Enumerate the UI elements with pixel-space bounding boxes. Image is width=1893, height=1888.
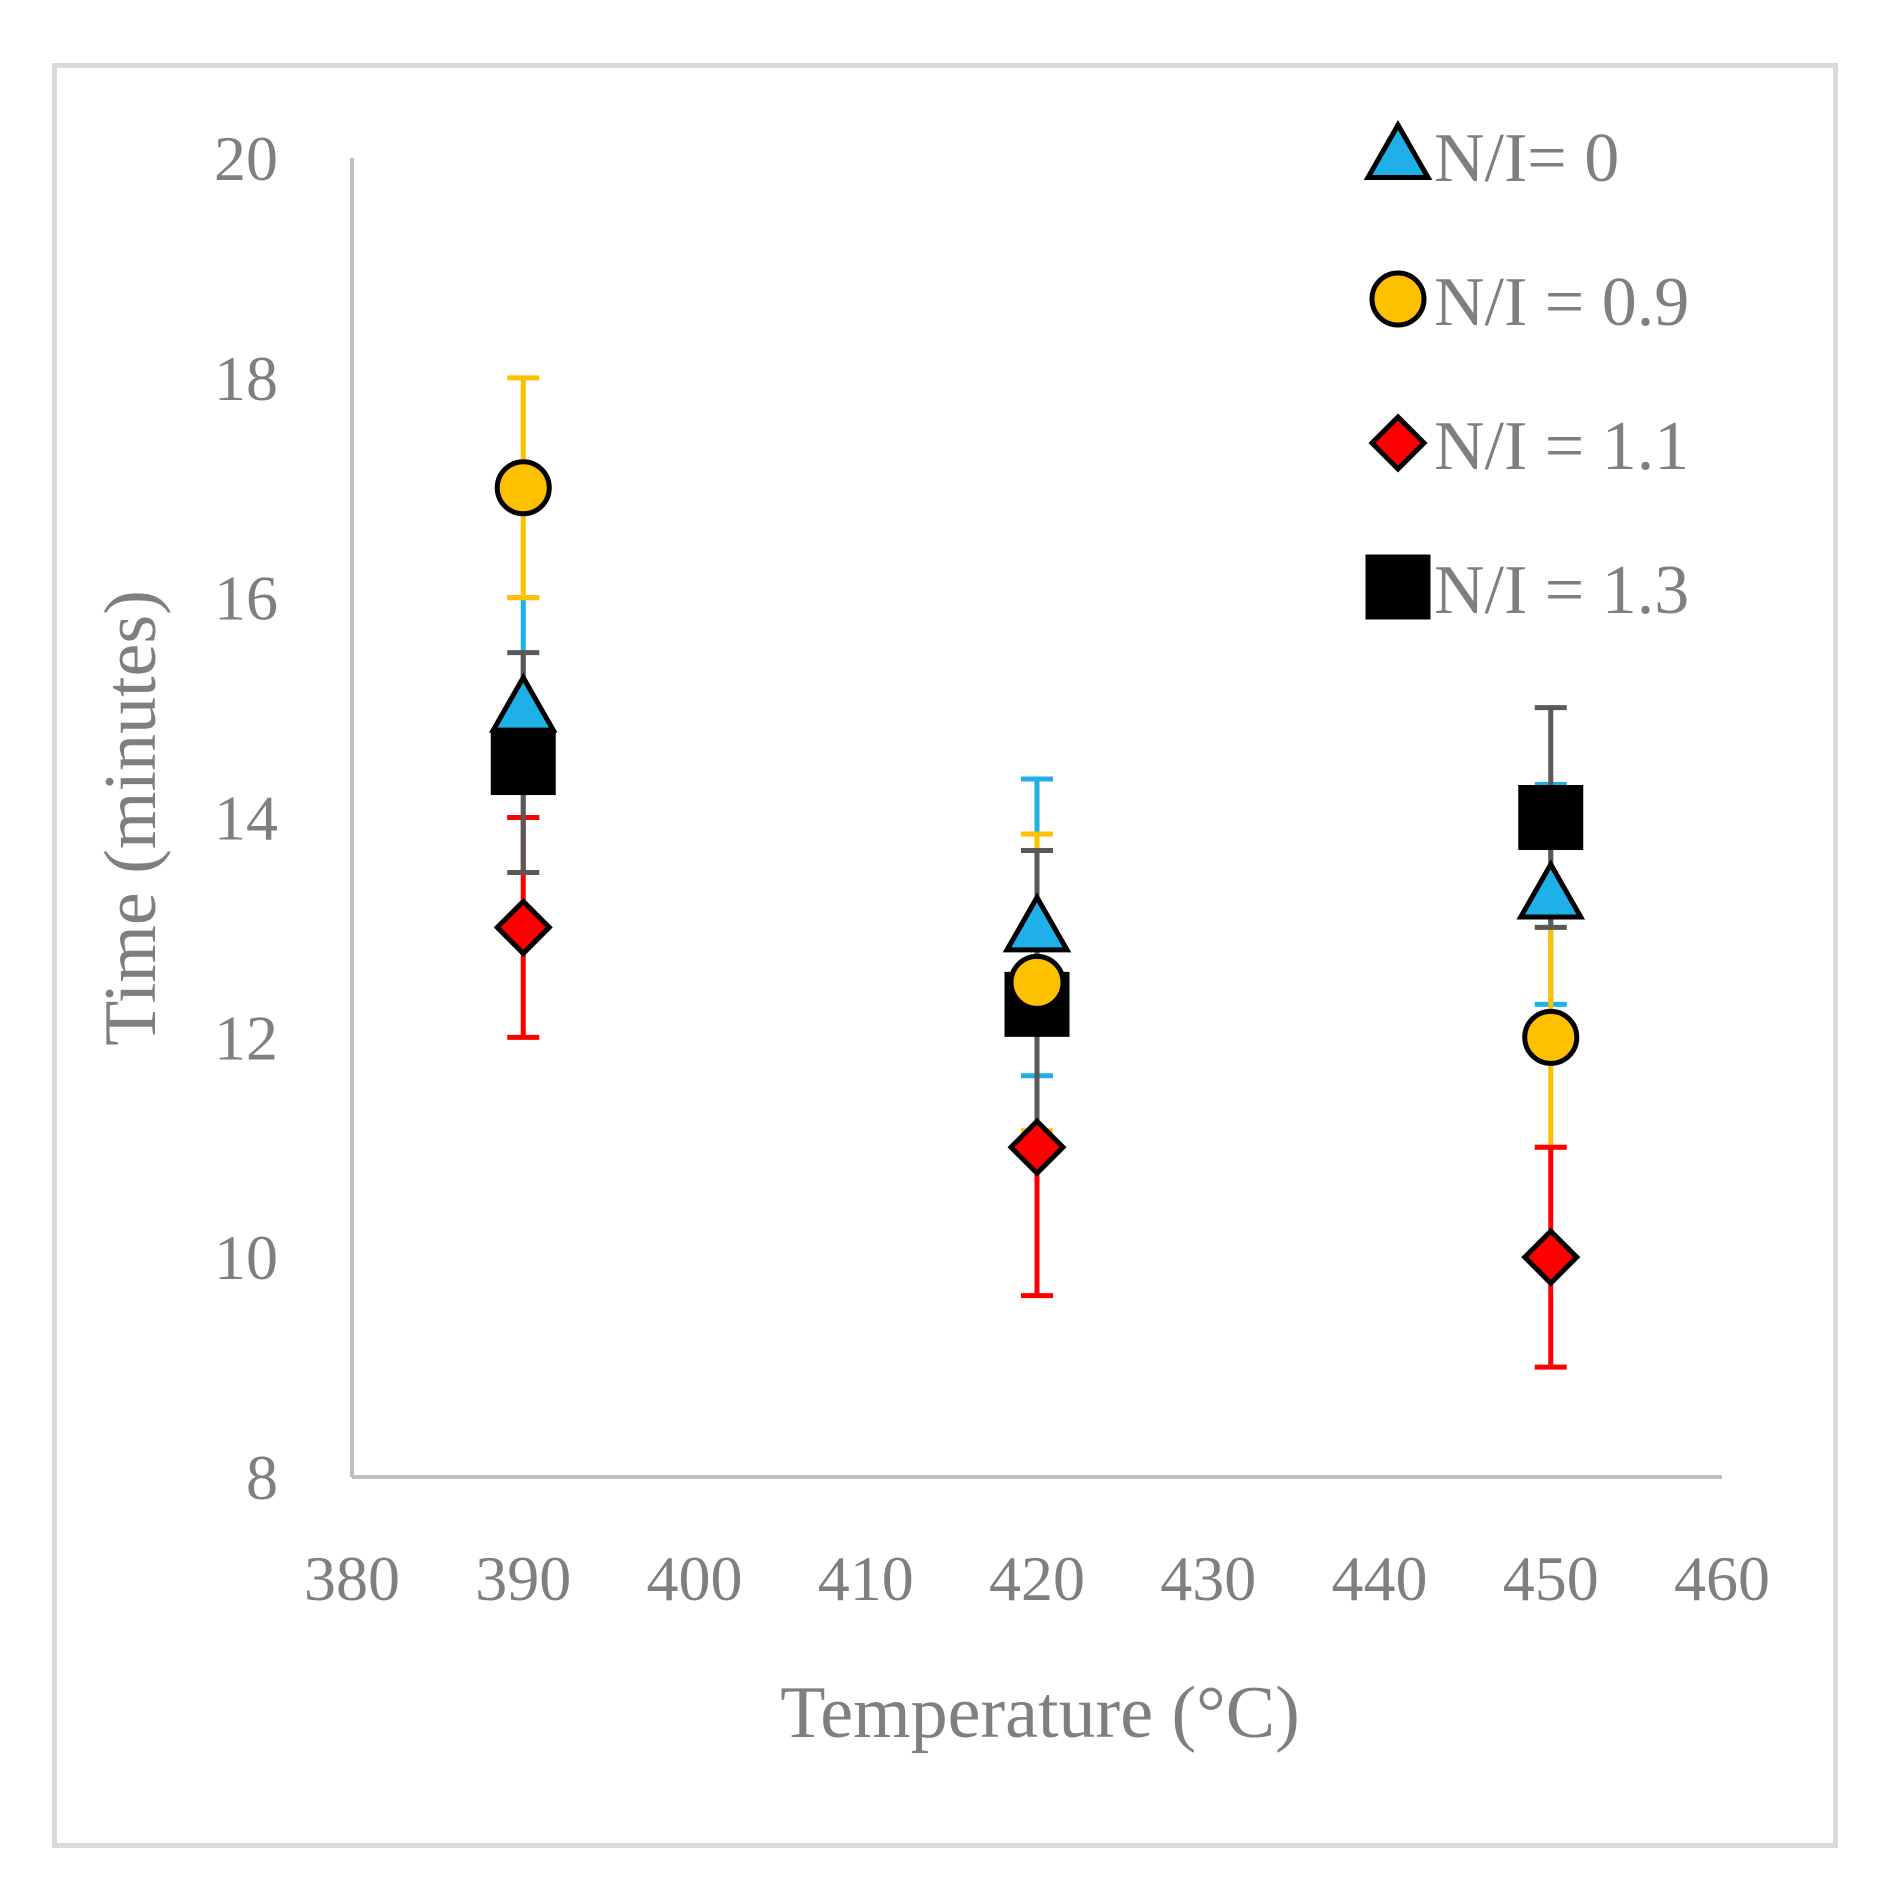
x-tick-label: 400 [647, 1543, 743, 1614]
legend-item: N/I = 1.1 [1368, 408, 1689, 485]
y-tick-label: 18 [214, 343, 278, 414]
x-axis-title: Temperature (°C) [780, 1672, 1300, 1754]
data-point-square [1518, 785, 1584, 850]
x-tick-label: 380 [304, 1543, 400, 1614]
legend-label: N/I = 1.1 [1434, 408, 1689, 485]
x-tick-label: 460 [1674, 1543, 1770, 1614]
y-tick-label: 20 [214, 123, 278, 194]
y-tick-label: 8 [246, 1442, 278, 1513]
data-point-triangle [1516, 859, 1586, 920]
legend-marker-diamond [1368, 413, 1428, 473]
x-tick-label: 410 [818, 1543, 914, 1614]
y-tick-label: 14 [214, 783, 278, 854]
x-tick-label: 450 [1503, 1543, 1599, 1614]
data-point-circle [1008, 953, 1066, 1011]
legend-label: N/I= 0 [1434, 120, 1619, 197]
data-point-triangle [1002, 892, 1072, 953]
data-point-diamond [493, 897, 553, 957]
y-tick-label: 16 [214, 563, 278, 634]
legend-marker-circle [1369, 270, 1427, 328]
x-tick-label: 420 [989, 1543, 1085, 1614]
y-tick-label: 10 [214, 1222, 278, 1293]
data-point-square [490, 730, 556, 796]
data-point-circle [1522, 1008, 1580, 1066]
legend-label: N/I = 0.9 [1434, 264, 1689, 341]
legend-marker-square [1365, 554, 1431, 620]
data-point-triangle [488, 672, 558, 733]
data-point-diamond [1007, 1117, 1067, 1177]
legend-item: N/I= 0 [1363, 119, 1619, 197]
x-tick-label: 390 [475, 1543, 571, 1614]
chart-frame [52, 63, 1838, 1848]
x-tick-label: 440 [1332, 1543, 1428, 1614]
legend-label: N/I = 1.3 [1434, 552, 1689, 629]
legend-item: N/I = 0.9 [1369, 264, 1689, 341]
x-tick-label: 430 [1160, 1543, 1256, 1614]
legend-marker-triangle [1363, 119, 1433, 180]
y-tick-label: 12 [214, 1002, 278, 1073]
data-point-circle [494, 459, 552, 517]
data-point-diamond [1521, 1227, 1581, 1287]
legend-item: N/I = 1.3 [1365, 552, 1689, 629]
y-axis-title: Time (minutes) [90, 590, 172, 1046]
